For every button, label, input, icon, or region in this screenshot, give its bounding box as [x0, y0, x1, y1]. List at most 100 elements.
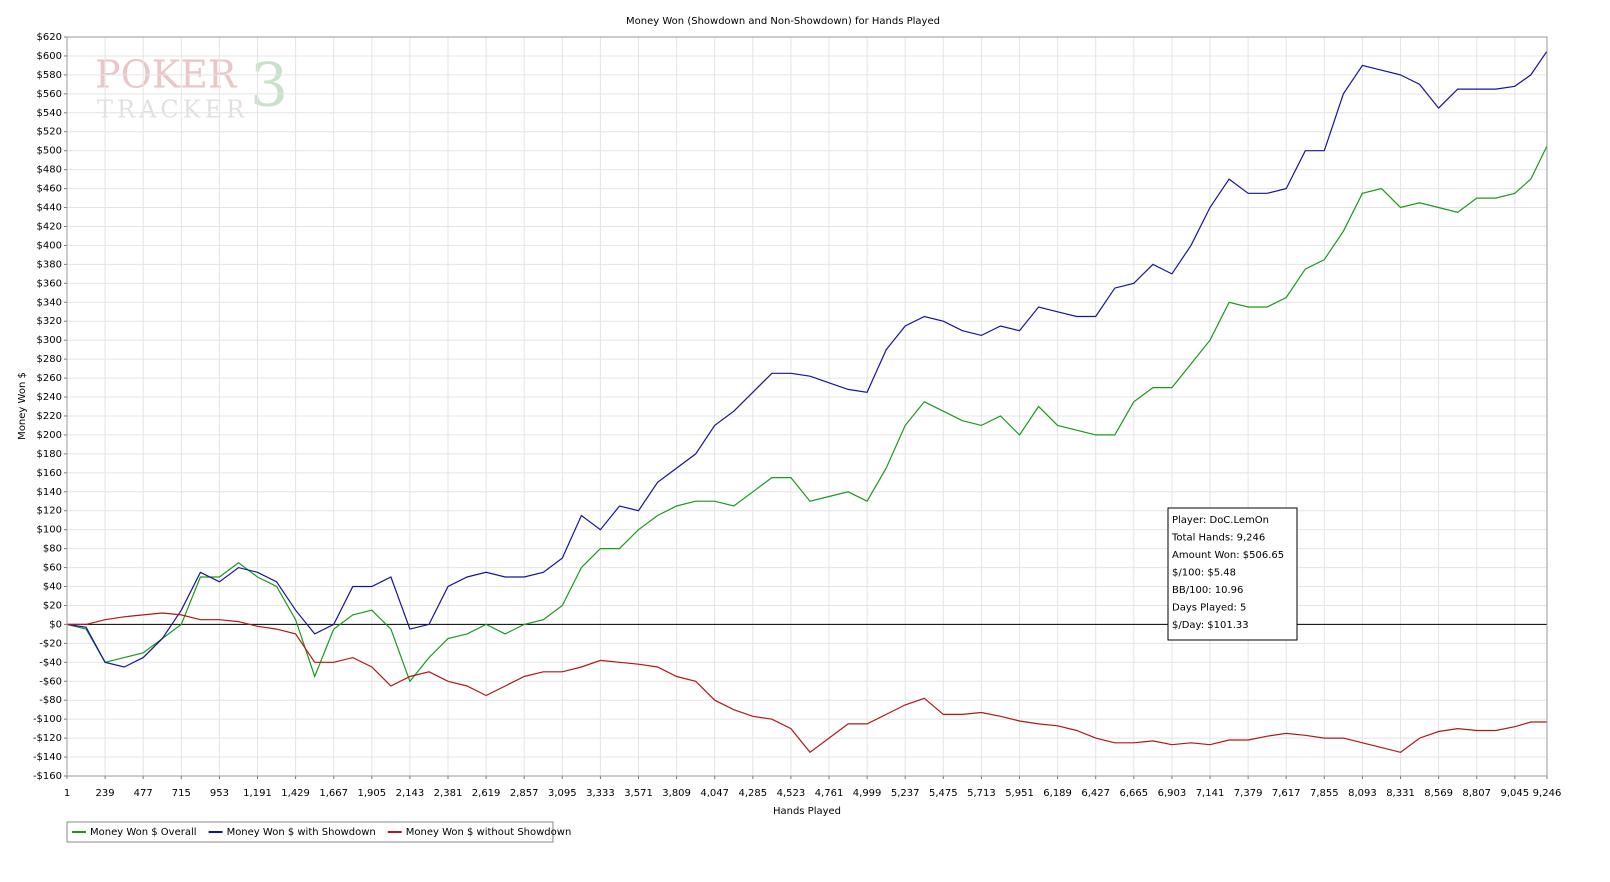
y-tick-label: $520 — [37, 127, 62, 138]
x-tick-label: 2,143 — [396, 788, 425, 799]
y-tick-label: $460 — [37, 184, 62, 195]
x-tick-label: 9,246 — [1533, 788, 1562, 799]
watermark-text: 3 — [250, 51, 288, 121]
x-tick-label: 5,237 — [891, 788, 920, 799]
watermark-text: TRACKER — [97, 96, 248, 124]
x-tick-label: 4,523 — [777, 788, 806, 799]
grid: -$160 -$140 -$120 -$100 -$80 -$60 -$40 -$20 $0 $2… — [33, 32, 1561, 799]
x-tick-label: 1,429 — [281, 788, 310, 799]
x-tick-label: 6,903 — [1158, 788, 1187, 799]
y-tick-label: -$100 — [33, 714, 62, 725]
x-tick-label: 477 — [134, 788, 153, 799]
y-tick-label: $200 — [37, 430, 62, 441]
x-tick-label: 4,047 — [700, 788, 729, 799]
x-tick-label: 8,807 — [1462, 788, 1491, 799]
x-tick-label: 4,285 — [738, 788, 767, 799]
tooltip: Player: DoC.LemOn Total Hands: 9,246 Amoun… — [1167, 507, 1298, 641]
legend-box — [66, 821, 554, 843]
y-tick-label: $560 — [37, 89, 62, 100]
y-tick-label: -$160 — [33, 771, 62, 782]
tooltip-box — [1167, 507, 1298, 641]
y-tick-label: $0 — [49, 619, 62, 630]
y-tick-label: $620 — [37, 32, 62, 43]
x-tick-label: 6,665 — [1119, 788, 1148, 799]
lines — [66, 50, 1548, 754]
y-tick-label: $300 — [37, 335, 62, 346]
tooltip-text: $/Day: $101.33 — [1172, 620, 1249, 631]
x-tick-label: 8,569 — [1424, 788, 1453, 799]
x-tick-label: 953 — [210, 788, 229, 799]
y-tick-label: $600 — [37, 51, 62, 62]
x-tick-label: 5,475 — [929, 788, 958, 799]
x-tick-label: 2,381 — [434, 788, 463, 799]
legend-label: Money Won $ without Showdown — [406, 827, 572, 838]
y-tick-label: $340 — [37, 297, 62, 308]
tooltip-text: Amount Won: $506.65 — [1172, 550, 1284, 561]
tooltip-text: Days Played: 5 — [1172, 603, 1246, 614]
x-tick-label: 1 — [64, 788, 70, 799]
x-tick-label: 6,427 — [1081, 788, 1110, 799]
x-tick-label: 2,857 — [510, 788, 539, 799]
y-tick-label: -$120 — [33, 733, 62, 744]
y-tick-label: $60 — [43, 563, 62, 574]
x-tick-label: 239 — [96, 788, 115, 799]
x-tick-label: 3,095 — [548, 788, 577, 799]
series-line — [67, 612, 1547, 754]
tooltip-text: BB/100: 10.96 — [1172, 585, 1243, 596]
y-tick-label: $220 — [37, 411, 62, 422]
y-tick-label: -$60 — [39, 676, 62, 687]
x-axis-label: Hands Played — [773, 806, 841, 817]
y-tick-label: $480 — [37, 165, 62, 176]
y-tick-label: $320 — [37, 316, 62, 327]
y-tick-label: $40 — [43, 582, 62, 593]
tooltip-text: Total Hands: 9,246 — [1171, 533, 1265, 544]
x-tick-label: 8,331 — [1386, 788, 1415, 799]
y-axis-label: Money Won $ — [17, 372, 28, 440]
series-line — [66, 50, 1548, 668]
x-tick-label: 7,855 — [1310, 788, 1339, 799]
tooltip-text: $/100: $5.48 — [1172, 568, 1236, 579]
x-tick-label: 2,619 — [472, 788, 501, 799]
series-line — [66, 145, 1548, 683]
y-tick-label: $260 — [37, 373, 62, 384]
x-tick-label: 7,617 — [1272, 788, 1301, 799]
plot-frame — [66, 36, 1548, 777]
x-tick-label: 7,141 — [1196, 788, 1225, 799]
y-tick-label: $160 — [37, 468, 62, 479]
y-tick-label: $500 — [37, 146, 62, 157]
x-tick-label: 1,667 — [319, 788, 348, 799]
y-tick-label: $80 — [43, 544, 62, 555]
x-tick-label: 6,189 — [1043, 788, 1072, 799]
x-tick-label: 5,713 — [967, 788, 996, 799]
x-tick-label: 8,093 — [1348, 788, 1377, 799]
y-tick-label: -$40 — [39, 657, 62, 668]
y-tick-label: $440 — [37, 203, 62, 214]
y-tick-label: $540 — [37, 108, 62, 119]
y-tick-label: $380 — [37, 259, 62, 270]
y-tick-label: $120 — [37, 506, 62, 517]
x-tick-label: 4,761 — [815, 788, 844, 799]
y-tick-label: $180 — [37, 449, 62, 460]
x-tick-label: 3,571 — [624, 788, 653, 799]
y-tick-label: $360 — [37, 278, 62, 289]
y-tick-label: -$80 — [39, 695, 62, 706]
y-tick-label: -$20 — [39, 638, 62, 649]
y-tick-label: $420 — [37, 221, 62, 232]
legend-label: Money Won $ Overall — [90, 827, 197, 838]
y-tick-label: -$140 — [33, 752, 62, 763]
legend-label: Money Won $ with Showdown — [227, 827, 376, 838]
x-tick-label: 1,905 — [357, 788, 386, 799]
x-tick-label: 715 — [172, 788, 191, 799]
y-tick-label: $140 — [37, 487, 62, 498]
y-tick-label: $20 — [43, 600, 62, 611]
legend: Money Won $ Overall Money Won $ with Show… — [66, 821, 572, 843]
chart-title: Money Won (Showdown and Non-Showdown) fo… — [626, 16, 940, 27]
tooltip-text: Player: DoC.LemOn — [1172, 515, 1269, 526]
y-tick-label: $400 — [37, 240, 62, 251]
x-tick-label: 7,379 — [1234, 788, 1263, 799]
x-tick-label: 3,809 — [662, 788, 691, 799]
x-tick-label: 1,191 — [243, 788, 272, 799]
x-tick-label: 3,333 — [586, 788, 615, 799]
